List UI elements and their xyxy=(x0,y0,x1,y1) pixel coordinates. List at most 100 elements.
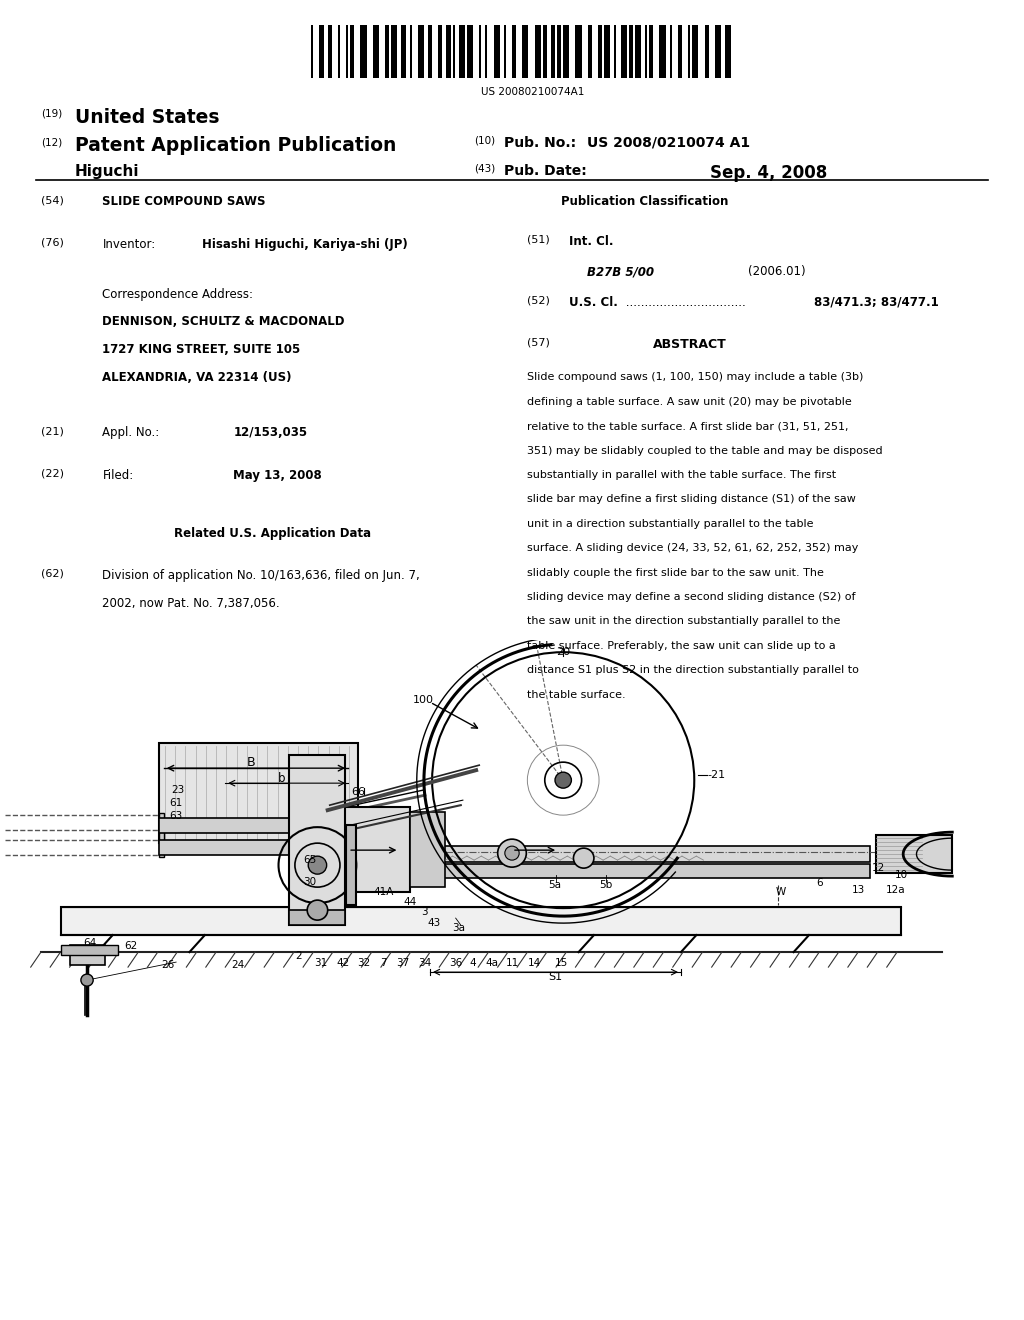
Bar xyxy=(438,25,442,78)
Text: US 20080210074A1: US 20080210074A1 xyxy=(481,87,584,98)
Bar xyxy=(547,25,551,78)
Bar xyxy=(629,25,633,78)
Bar xyxy=(332,25,338,78)
Bar xyxy=(635,25,641,78)
Bar xyxy=(649,25,653,78)
Bar xyxy=(592,25,598,78)
Bar xyxy=(678,25,682,78)
Bar xyxy=(313,25,319,78)
Text: Inventor:: Inventor: xyxy=(102,238,156,251)
Text: Pub. Date:: Pub. Date: xyxy=(504,164,587,178)
Text: Pub. No.:: Pub. No.: xyxy=(504,136,575,150)
Bar xyxy=(504,25,506,78)
Text: (19): (19) xyxy=(41,108,62,119)
Bar xyxy=(346,25,348,78)
Circle shape xyxy=(555,772,571,788)
Bar xyxy=(563,25,569,78)
Bar xyxy=(666,25,670,78)
Text: table surface. Preferably, the saw unit can slide up to a: table surface. Preferably, the saw unit … xyxy=(527,642,837,651)
Text: 4a: 4a xyxy=(485,958,498,968)
Text: 24: 24 xyxy=(231,960,244,970)
Text: United States: United States xyxy=(75,108,219,127)
Text: 43: 43 xyxy=(428,919,440,928)
Bar xyxy=(494,25,500,78)
Bar xyxy=(512,25,516,78)
Bar xyxy=(340,25,346,78)
Text: (21): (21) xyxy=(41,426,63,437)
Text: 2: 2 xyxy=(296,952,302,961)
Text: 36: 36 xyxy=(450,958,462,968)
Text: 13: 13 xyxy=(852,886,864,895)
Bar xyxy=(410,812,445,887)
Bar xyxy=(373,25,379,78)
Text: relative to the table surface. A first slide bar (31, 51, 251,: relative to the table surface. A first s… xyxy=(527,421,849,432)
Text: substantially in parallel with the table surface. The first: substantially in parallel with the table… xyxy=(527,470,837,480)
Bar xyxy=(159,840,348,855)
Text: defining a table surface. A saw unit (20) may be pivotable: defining a table surface. A saw unit (20… xyxy=(527,397,852,407)
Bar xyxy=(506,25,512,78)
Bar xyxy=(569,25,575,78)
Bar xyxy=(391,25,397,78)
Bar xyxy=(610,25,614,78)
Text: 100: 100 xyxy=(413,696,433,705)
Text: (52): (52) xyxy=(527,296,550,306)
Bar xyxy=(389,25,391,78)
Text: 7: 7 xyxy=(380,958,386,968)
Circle shape xyxy=(308,857,327,874)
Text: b: b xyxy=(278,772,286,784)
Bar xyxy=(428,25,432,78)
Bar xyxy=(401,25,406,78)
Bar xyxy=(479,25,481,78)
Text: 31: 31 xyxy=(314,958,327,968)
Bar xyxy=(672,25,678,78)
Circle shape xyxy=(573,849,594,869)
Text: 41A: 41A xyxy=(374,887,394,898)
Bar xyxy=(528,25,535,78)
Text: Patent Application Publication: Patent Application Publication xyxy=(75,136,396,154)
Text: SLIDE COMPOUND SAWS: SLIDE COMPOUND SAWS xyxy=(102,195,266,209)
Text: 15: 15 xyxy=(555,958,567,968)
Bar xyxy=(324,25,328,78)
Bar xyxy=(455,25,459,78)
Bar xyxy=(487,25,494,78)
Circle shape xyxy=(498,840,526,867)
Text: 32: 32 xyxy=(357,958,370,968)
Text: 1727 KING STREET, SUITE 105: 1727 KING STREET, SUITE 105 xyxy=(102,343,301,356)
Text: Appl. No.:: Appl. No.: xyxy=(102,426,160,440)
Bar xyxy=(709,25,715,78)
Text: 83/471.3; 83/477.1: 83/471.3; 83/477.1 xyxy=(814,296,939,309)
Bar xyxy=(516,25,522,78)
Text: 62: 62 xyxy=(125,941,137,952)
Text: 5a: 5a xyxy=(549,880,561,890)
Bar xyxy=(692,25,698,78)
Bar xyxy=(698,25,705,78)
Text: Hisashi Higuchi, Kariya-shi (JP): Hisashi Higuchi, Kariya-shi (JP) xyxy=(202,238,408,251)
Bar xyxy=(705,25,709,78)
Text: May 13, 2008: May 13, 2008 xyxy=(233,469,323,482)
Text: (22): (22) xyxy=(41,469,63,479)
Bar xyxy=(397,25,401,78)
Bar xyxy=(459,25,465,78)
Text: Division of application No. 10/163,636, filed on Jun. 7,: Division of application No. 10/163,636, … xyxy=(102,569,420,582)
Text: U.S. Cl.: U.S. Cl. xyxy=(569,296,618,309)
Text: 42: 42 xyxy=(337,958,349,968)
Bar xyxy=(588,25,592,78)
Bar xyxy=(647,25,649,78)
Text: the saw unit in the direction substantially parallel to the: the saw unit in the direction substantia… xyxy=(527,616,841,627)
Text: 14: 14 xyxy=(528,958,541,968)
Text: 4: 4 xyxy=(470,958,476,968)
Bar xyxy=(582,25,588,78)
Bar xyxy=(159,813,164,857)
Text: 5b: 5b xyxy=(600,880,612,890)
Bar xyxy=(350,25,354,78)
Text: (2006.01): (2006.01) xyxy=(748,265,805,279)
Bar xyxy=(485,25,487,78)
Bar xyxy=(379,25,385,78)
Bar xyxy=(70,945,105,965)
Bar xyxy=(627,25,629,78)
Text: (62): (62) xyxy=(41,569,63,579)
Text: Sep. 4, 2008: Sep. 4, 2008 xyxy=(710,164,827,182)
Text: slidably couple the first slide bar to the saw unit. The: slidably couple the first slide bar to t… xyxy=(527,568,824,578)
Bar xyxy=(338,25,340,78)
Text: 34: 34 xyxy=(419,958,431,968)
